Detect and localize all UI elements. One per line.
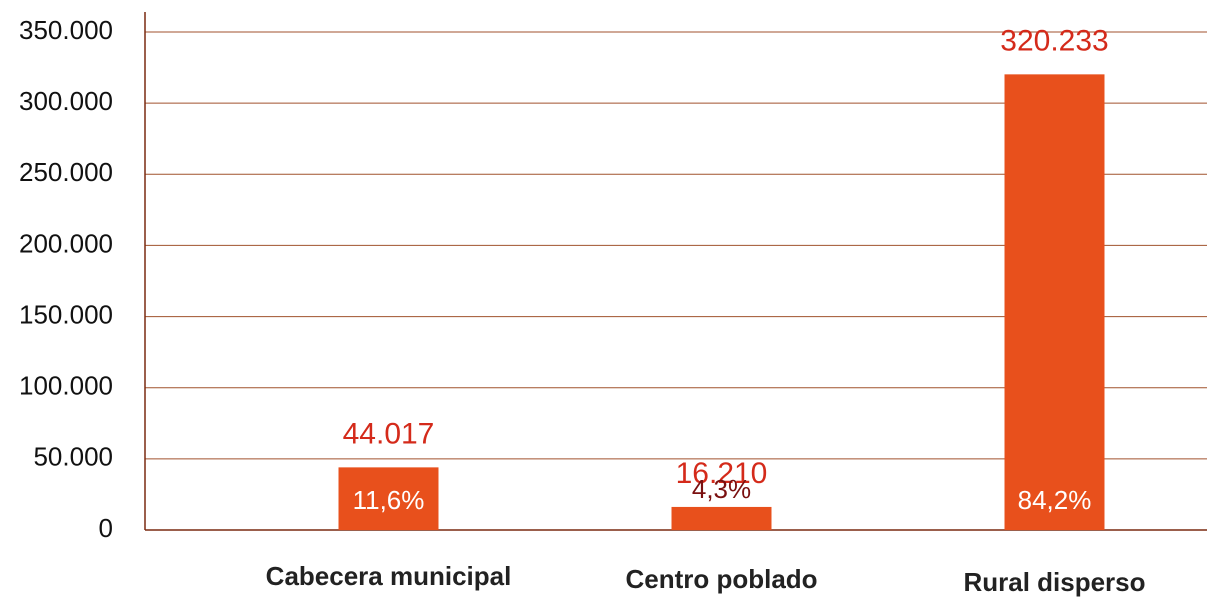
share-label: 4,3% bbox=[692, 474, 751, 504]
x-tick-label: Centro poblado bbox=[625, 564, 817, 594]
y-tick-label: 0 bbox=[99, 513, 113, 543]
x-tick-label: Rural disperso bbox=[963, 567, 1145, 597]
y-tick-label: 150.000 bbox=[19, 299, 113, 329]
y-tick-label: 250.000 bbox=[19, 157, 113, 187]
y-tick-label: 200.000 bbox=[19, 228, 113, 258]
share-label: 84,2% bbox=[1018, 485, 1092, 515]
y-tick-label: 350.000 bbox=[19, 15, 113, 45]
value-label: 320.233 bbox=[1000, 24, 1108, 57]
bar bbox=[338, 467, 439, 530]
value-label: 44.017 bbox=[343, 417, 435, 450]
y-tick-label: 50.000 bbox=[33, 442, 113, 472]
x-tick-label: Cabecera municipal bbox=[266, 561, 512, 591]
y-tick-label: 100.000 bbox=[19, 371, 113, 401]
value-label: 16.210 bbox=[676, 457, 768, 490]
y-tick-label: 300.000 bbox=[19, 86, 113, 116]
bar bbox=[671, 506, 772, 530]
bar bbox=[1004, 74, 1105, 530]
share-label: 11,6% bbox=[353, 485, 425, 515]
